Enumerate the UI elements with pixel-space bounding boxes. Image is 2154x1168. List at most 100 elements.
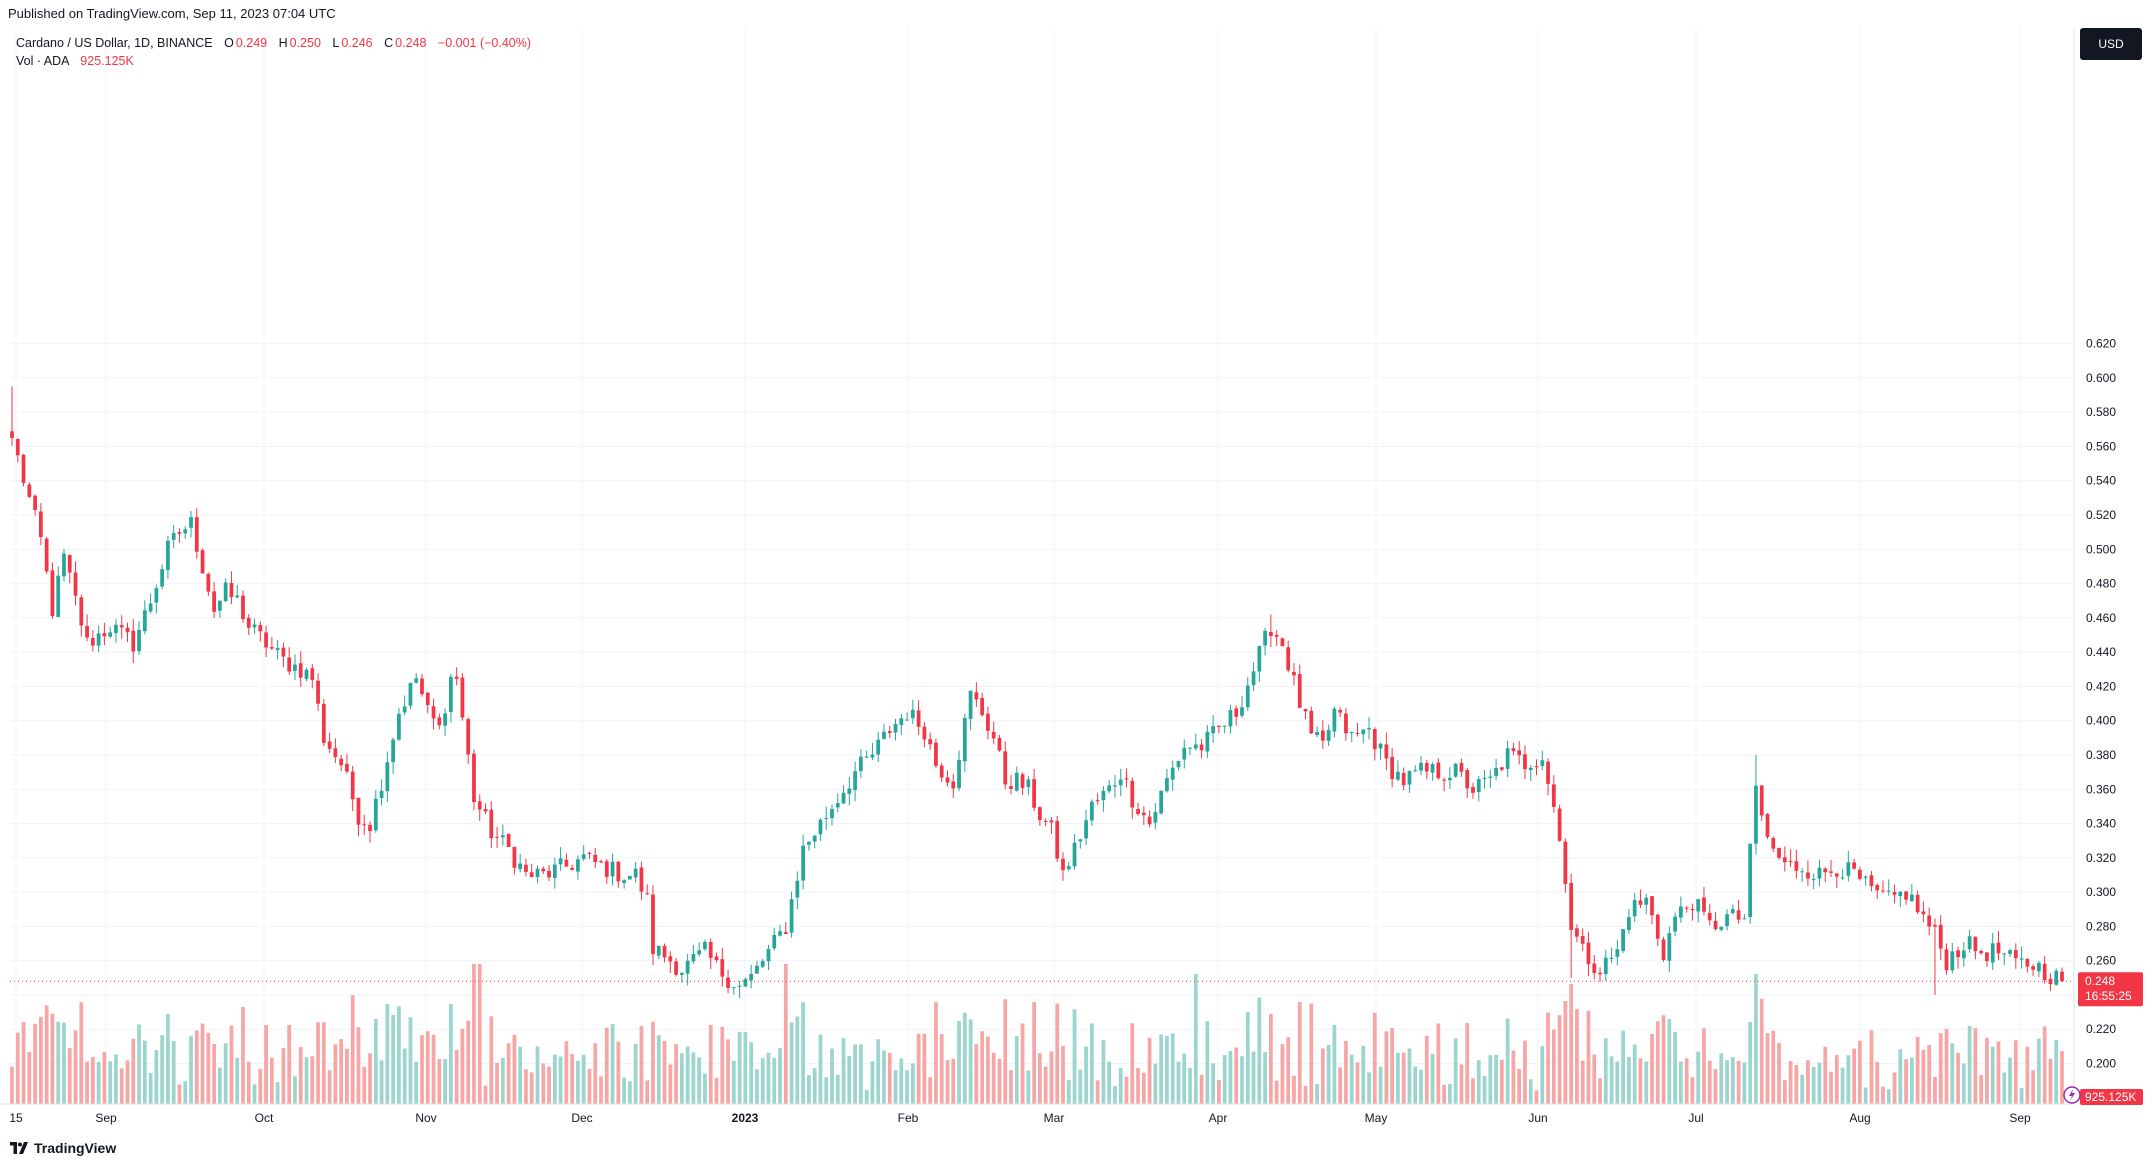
volume-bar [1678,1061,1683,1104]
candle-body [1840,877,1845,879]
candle-body [755,965,759,974]
volume-bar [1494,1054,1498,1104]
volume-bar [1384,1031,1389,1104]
volume-bar [10,1066,14,1104]
volume-bar [1730,1057,1735,1104]
volume-bar [1990,1046,1995,1104]
candle-body [1471,787,1475,793]
volume-bar [1367,1072,1371,1104]
candle-body [743,979,748,987]
candle-body [1372,729,1377,750]
candle-body [1852,862,1856,869]
candle-body [264,632,268,648]
volume-bar [218,1067,222,1104]
candle-body [339,758,344,766]
candle-body [1263,630,1267,646]
candle-body [599,861,603,863]
y-tick-label: 0.580 [2086,405,2116,419]
volume-bar [1263,1052,1267,1104]
candle-body [1332,708,1337,732]
candle-body [1124,778,1129,780]
candle-body [189,517,193,528]
volume-value: 925.125K [80,54,134,68]
candle-body [1650,896,1654,916]
volume-bar [368,1053,372,1104]
candle-body [1361,729,1366,735]
candle-body [1188,747,1192,749]
volume-bar [194,1030,199,1104]
candle-body [408,683,413,706]
candle-body [1159,790,1164,814]
candle-body [1921,911,1926,915]
candle-body [922,726,927,740]
candle-body [1193,744,1198,749]
volume-bar [67,1048,72,1104]
candle-body [1494,767,1498,776]
candle-body [1234,708,1239,717]
volume-bar [1725,1060,1729,1104]
volume-bar [1655,1021,1660,1104]
volume-bar [812,1068,817,1104]
volume-bar [142,1040,147,1104]
candle-body [345,763,349,772]
candle-body [1759,785,1764,816]
lightning-icon[interactable] [2063,1086,2081,1104]
volume-label[interactable]: Vol · ADA [16,54,69,68]
volume-bar [1419,1069,1423,1104]
volume-bar [258,1068,263,1104]
y-tick-label: 0.600 [2086,371,2116,385]
volume-bar [679,1053,684,1104]
candle-body [714,956,719,961]
volume-bar [1038,1053,1042,1104]
volume-bar [1742,1062,1747,1104]
volume-bars [10,964,2064,1104]
candle-body [1950,951,1955,971]
volume-bar [922,1033,927,1104]
volume-bar [1858,1040,1862,1104]
candle-body [1702,897,1706,912]
volume-bar [1546,1012,1550,1104]
candle-body [1147,816,1152,825]
candle-body [893,724,898,733]
volume-bar [1159,1034,1164,1104]
symbol-legend: Cardano / US Dollar, 1D, BINANCE O 0.249 … [16,36,531,50]
candle-body [373,798,378,831]
candle-body [218,600,222,611]
candle-body [1297,674,1302,708]
volume-bar [905,1070,909,1104]
volume-bar [535,1046,540,1104]
candle-body [807,841,811,845]
symbol-title[interactable]: Cardano / US Dollar, 1D, BINANCE [16,36,213,50]
volume-bar [1736,1060,1741,1104]
candle-body [703,941,707,950]
volume-bar [1794,1064,1799,1104]
tradingview-logo[interactable]: TradingView [10,1140,116,1156]
volume-bar [1748,1021,1753,1104]
volume-bar [287,1024,292,1104]
high-label: H [278,36,288,50]
candle-body [1863,876,1868,878]
volume-bar [2037,1038,2041,1104]
volume-bar [853,1044,857,1104]
candle-body [160,569,165,587]
volume-bar [760,1058,765,1104]
volume-bar [472,964,476,1104]
volume-bar [1009,1070,1013,1104]
candle-body [2013,950,2018,959]
volume-bar [1511,1050,1516,1104]
currency-button[interactable]: USD [2080,28,2142,60]
candle-body [651,894,655,955]
candle-body [870,754,875,758]
volume-bar [974,1044,979,1104]
volume-bar [1534,1090,1539,1104]
volume-bar [1211,1063,1216,1104]
open-label: O [224,36,234,50]
y-tick-label: 0.320 [2086,851,2116,865]
volume-bar [44,1005,49,1104]
volume-bar [576,1060,580,1104]
volume-bar [1996,1041,2001,1104]
candle-body [1286,647,1291,671]
volume-bar [558,1056,563,1104]
candle-body [90,638,95,646]
